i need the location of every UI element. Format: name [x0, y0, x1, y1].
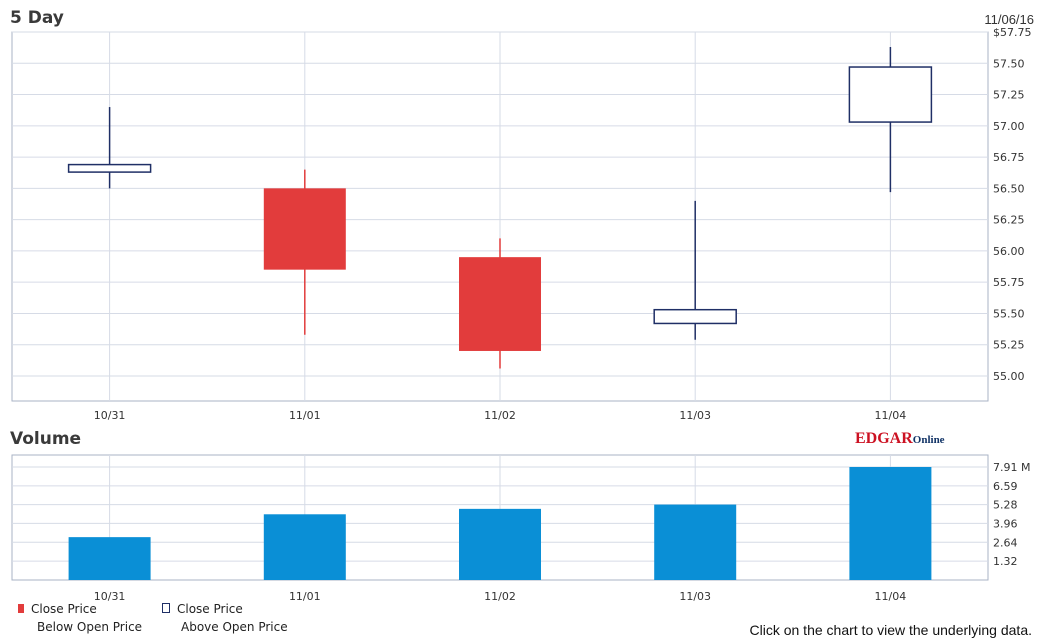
price-y-tick-label: 57.00 [993, 120, 1025, 133]
price-x-tick-label: 11/03 [679, 409, 711, 422]
candle-body-down [263, 188, 346, 270]
price-x-tick-label: 11/01 [289, 409, 321, 422]
price-y-tick-label: 56.25 [993, 214, 1025, 227]
volume-x-tick-label: 11/02 [484, 590, 516, 603]
volume-y-tick-label: 7.91 M [993, 461, 1030, 474]
price-x-tick-label: 11/04 [875, 409, 907, 422]
volume-y-tick-label: 6.59 [993, 480, 1018, 493]
volume-bar [849, 467, 932, 580]
price-y-tick-label: $57.75 [993, 26, 1032, 39]
price-y-tick-label: 55.75 [993, 276, 1025, 289]
price-y-tick-label: 55.00 [993, 370, 1025, 383]
price-y-tick-label: 56.50 [993, 182, 1025, 195]
volume-x-tick-label: 10/31 [94, 590, 126, 603]
volume-chart-title: Volume [10, 429, 82, 449]
volume-y-tick-label: 5.28 [993, 499, 1018, 512]
price-y-tick-label: 57.25 [993, 89, 1025, 102]
volume-y-tick-label: 2.64 [993, 536, 1018, 549]
chart-date: 11/06/16 [984, 12, 1034, 27]
volume-bar [654, 504, 737, 580]
hollow-square-icon [162, 603, 170, 613]
price-y-tick-label: 56.00 [993, 245, 1025, 258]
price-x-tick-label: 11/02 [484, 409, 516, 422]
price-y-tick-label: 55.50 [993, 307, 1025, 320]
price-chart[interactable]: 55.00 55.25 55.50 55.75 56.00 56.25 56.50 56.75… [0, 0, 1042, 430]
candle-body-up [848, 66, 933, 123]
volume-y-tick-label: 3.96 [993, 517, 1018, 530]
price-y-tick-label: 56.75 [993, 151, 1025, 164]
volume-x-tick-label: 11/03 [679, 590, 711, 603]
red-square-icon [18, 604, 24, 613]
volume-x-tick-label: 11/01 [289, 590, 321, 603]
price-y-tick-label: 57.50 [993, 57, 1025, 70]
footnote: Click on the chart to view the underlyin… [749, 622, 1033, 638]
candle-body-up [67, 163, 152, 173]
volume-y-tick-label: 1.32 [993, 555, 1018, 568]
candle-body-up [653, 308, 737, 325]
legend-close-below-open: Close Price Below Open Price [18, 600, 142, 636]
volume-x-tick-label: 11/04 [875, 590, 907, 603]
edgar-online-logo: EDGAROnline [855, 430, 945, 447]
price-x-tick-label: 10/31 [94, 409, 126, 422]
volume-bar [263, 514, 346, 580]
volume-chart[interactable]: 1.32 2.64 3.96 5.28 6.59 7.91 M 10/31 11/01 11/0… [0, 440, 1042, 610]
volume-bar [459, 508, 541, 580]
price-chart-title: 5 Day [10, 8, 64, 28]
price-y-tick-label: 55.25 [993, 339, 1025, 352]
candle-body-down [459, 257, 541, 351]
volume-bar [68, 537, 151, 580]
legend-close-above-open: Close Price Above Open Price [162, 600, 288, 636]
